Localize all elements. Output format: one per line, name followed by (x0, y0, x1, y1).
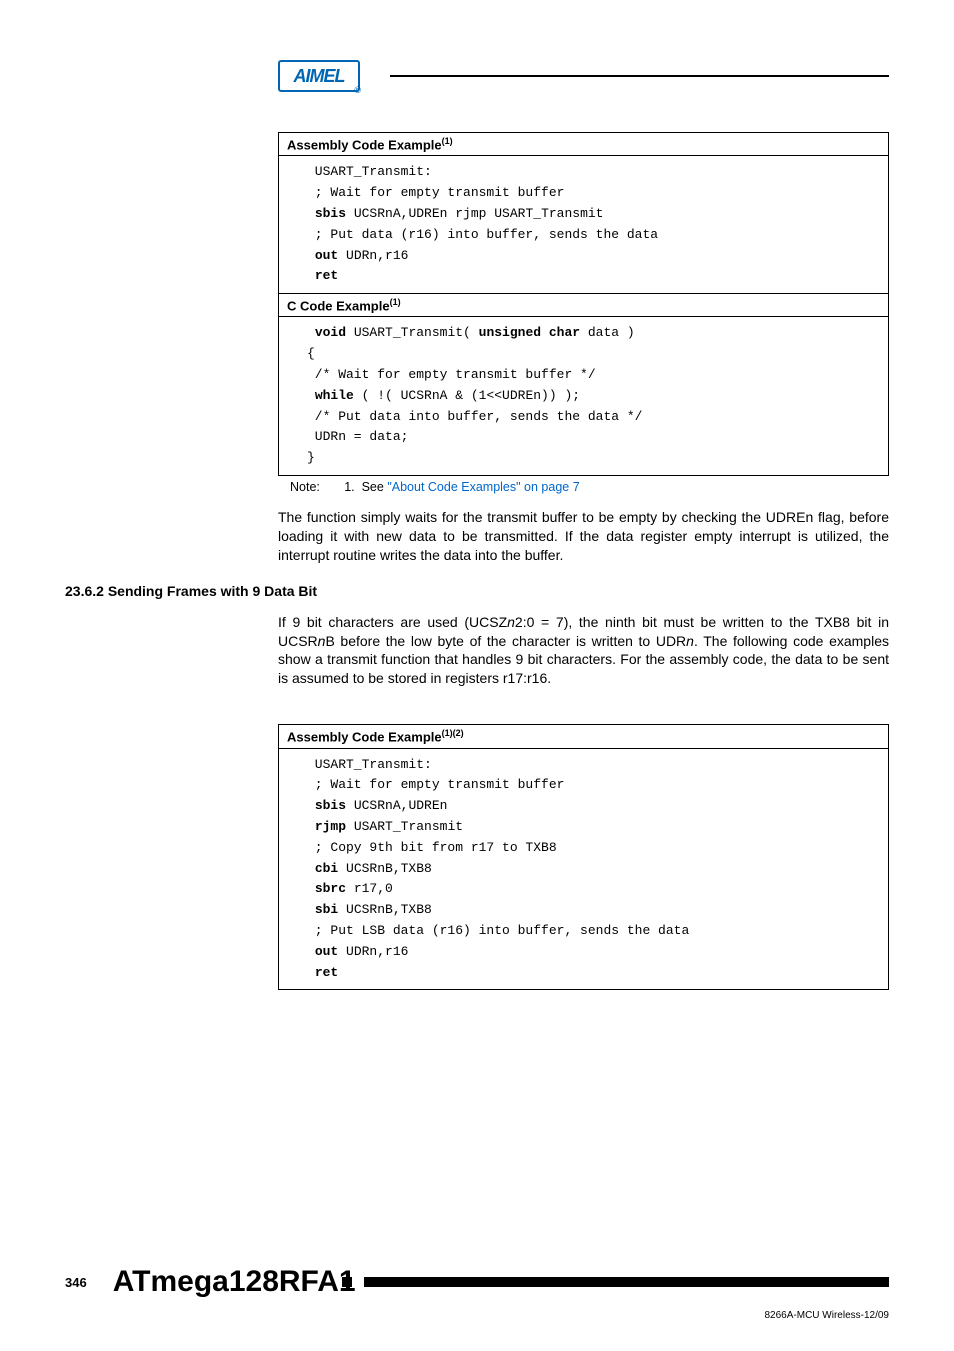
page-header: AIMEL ® (278, 60, 889, 92)
code-body: USART_Transmit: ; Wait for empty transmi… (279, 749, 888, 990)
logo-text: AIMEL (294, 66, 345, 87)
logo-registered: ® (354, 85, 361, 95)
note-pre: See (362, 480, 388, 494)
document-revision: 8266A-MCU Wireless-12/09 (765, 1310, 890, 1321)
page-footer: 346 ATmega128RFA1 (65, 1265, 889, 1299)
note-link[interactable]: "About Code Examples" on page 7 (387, 480, 579, 494)
code-title: Assembly Code Example(1) (279, 133, 888, 156)
code-body: USART_Transmit: ; Wait for empty transmi… (279, 156, 888, 293)
code-title-text: Assembly Code Example (287, 137, 442, 152)
page-number: 346 (65, 1275, 87, 1290)
para-text: The function simply waits for the transm… (278, 509, 889, 563)
code-title-text: Assembly Code Example (287, 730, 442, 745)
code-title: C Code Example(1) (279, 293, 888, 317)
t: n (507, 614, 515, 630)
note-number: 1. (344, 480, 354, 494)
document-title: ATmega128RFA1 (113, 1265, 356, 1299)
t: n (686, 633, 694, 649)
note-label: Note: (290, 480, 320, 494)
paragraph-1: The function simply waits for the transm… (278, 508, 889, 565)
assembly-code-box-2: Assembly Code Example(1)(2) USART_Transm… (278, 724, 889, 990)
code-title-sup: (1) (390, 297, 401, 307)
section-heading: 23.6.2 Sending Frames with 9 Data Bit (65, 583, 889, 599)
footer-bar (364, 1277, 889, 1287)
t: B before the low byte of the character i… (325, 633, 686, 649)
t: If 9 bit characters are used (UCSZ (278, 614, 507, 630)
assembly-code-box-1: Assembly Code Example(1) USART_Transmit:… (278, 132, 889, 476)
paragraph-2: If 9 bit characters are used (UCSZn2:0 =… (278, 613, 889, 689)
note-line: Note: 1. See "About Code Examples" on pa… (290, 480, 889, 494)
code-title-sup: (1) (442, 136, 453, 146)
code-title: Assembly Code Example(1)(2) (279, 725, 888, 748)
code-body: void USART_Transmit( unsigned char data … (279, 317, 888, 475)
header-divider (390, 75, 889, 77)
atmel-logo: AIMEL ® (278, 60, 360, 92)
code-title-sup: (1)(2) (442, 728, 464, 738)
code-title-text: C Code Example (287, 298, 390, 313)
